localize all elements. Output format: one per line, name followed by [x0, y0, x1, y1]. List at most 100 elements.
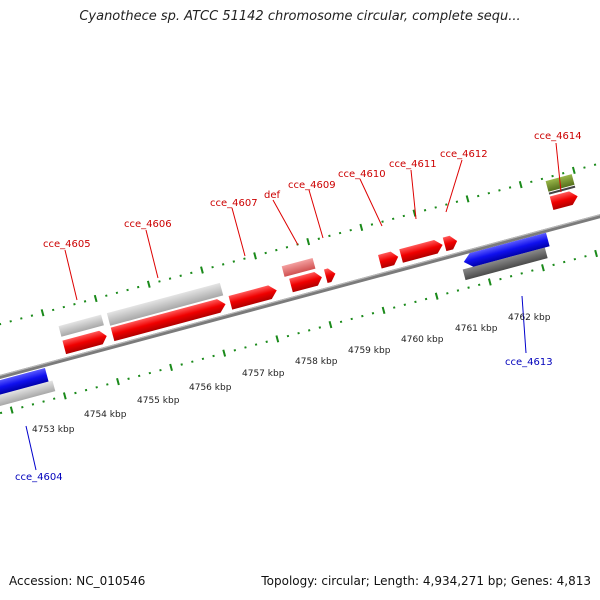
misc-feature[interactable]	[281, 258, 316, 277]
minor-tick	[42, 400, 45, 403]
minor-tick	[285, 246, 289, 249]
gene-label-cce-4613[interactable]: cce_4613	[505, 357, 553, 368]
tick-row-bottom	[0, 249, 598, 415]
minor-tick	[455, 200, 459, 203]
minor-tick	[136, 285, 140, 289]
gene-label-cce-4609[interactable]: cce_4609	[288, 180, 336, 191]
cds-arrow[interactable]	[228, 284, 279, 310]
gene-bar[interactable]	[0, 380, 56, 407]
kbp-label: 4753 kbp	[32, 425, 75, 435]
cds-arrow[interactable]	[323, 267, 337, 283]
cds-arrow[interactable]	[442, 234, 459, 252]
minor-tick	[445, 203, 448, 206]
gene-cce-4611-block[interactable]	[399, 238, 444, 263]
kbp-label: 4759 kbp	[348, 346, 391, 356]
minor-tick	[339, 320, 343, 324]
minor-tick	[275, 248, 278, 252]
minor-tick	[508, 186, 512, 189]
gene-label-cce-4612[interactable]: cce_4612	[440, 149, 488, 160]
minor-tick	[361, 314, 364, 318]
minor-tick	[9, 320, 12, 323]
gene-cce-4606-block[interactable]	[106, 282, 228, 342]
cds-arrow[interactable]	[462, 232, 550, 269]
gene-cce-4610-block[interactable]	[378, 250, 400, 269]
minor-tick	[476, 194, 480, 198]
kbp-label: 4758 kbp	[295, 357, 338, 367]
minor-tick	[221, 263, 225, 266]
minor-tick	[106, 383, 109, 386]
major-tick	[93, 294, 98, 303]
minor-tick	[509, 275, 513, 278]
gene-cce-4609-block[interactable]	[323, 267, 337, 283]
major-tick	[328, 321, 333, 329]
cds-arrow[interactable]	[289, 270, 324, 293]
minor-tick	[551, 174, 554, 178]
minor-tick	[349, 228, 352, 232]
major-tick	[62, 392, 67, 400]
major-tick	[253, 252, 257, 260]
minor-tick	[21, 405, 24, 409]
cds-arrow[interactable]	[549, 190, 580, 211]
major-tick	[116, 377, 120, 386]
minor-tick	[30, 314, 34, 317]
major-tick	[40, 309, 45, 317]
major-tick	[200, 266, 204, 274]
minor-tick	[456, 289, 460, 292]
kbp-label: 4760 kbp	[401, 335, 444, 345]
minor-tick	[265, 340, 268, 343]
cds-arrow[interactable]	[0, 368, 49, 397]
cds-arrow[interactable]	[378, 250, 400, 269]
minor-tick	[381, 220, 384, 223]
gene-label-cce-4604[interactable]: cce_4604	[15, 472, 63, 483]
label-lines-bottom	[25, 295, 527, 471]
minor-tick	[286, 334, 290, 338]
gene-cce-4612-block[interactable]	[442, 234, 459, 252]
minor-tick	[530, 180, 533, 184]
gene-label-cce-4614[interactable]: cce_4614	[534, 131, 582, 142]
minor-tick	[105, 294, 108, 297]
gene-cce-4604-block[interactable]	[0, 367, 56, 407]
minor-tick	[562, 260, 566, 264]
minor-tick	[561, 172, 565, 175]
gene-label-cce-4606[interactable]: cce_4606	[124, 219, 172, 230]
gene-cce-4613-block[interactable]	[459, 232, 552, 281]
minor-tick	[51, 308, 55, 312]
minor-tick	[423, 209, 427, 212]
tick-row-top	[0, 163, 597, 326]
accession-text: Accession: NC_010546	[9, 574, 146, 588]
major-tick	[571, 166, 576, 175]
minor-tick	[31, 403, 35, 406]
minor-tick	[583, 166, 586, 169]
cds-arrow[interactable]	[110, 297, 228, 342]
gene-bar[interactable]	[462, 247, 548, 281]
minor-tick	[391, 217, 395, 221]
gene-cce-4605-block[interactable]	[58, 314, 109, 355]
minor-tick	[584, 255, 587, 258]
gene-cce-4607-block[interactable]	[228, 284, 279, 310]
label-lines-top	[64, 142, 562, 301]
gene-label-cce-4605[interactable]: cce_4605	[43, 239, 91, 250]
minor-tick	[115, 291, 119, 295]
gene-label-cce-4607[interactable]: cce_4607	[210, 198, 258, 209]
gene-label-cce-4611[interactable]: cce_4611	[389, 159, 437, 170]
sequence-info-text: Topology: circular; Length: 4,934,271 bp…	[261, 574, 591, 588]
minor-tick	[232, 260, 236, 263]
minor-tick	[73, 302, 76, 306]
map-title: Cyanothece sp. ATCC 51142 chromosome cir…	[79, 9, 521, 24]
minor-tick	[52, 397, 56, 400]
cds-arrow[interactable]	[62, 329, 108, 355]
minor-tick	[499, 277, 502, 281]
cds-arrow[interactable]	[399, 238, 444, 263]
gene-label-def[interactable]: def	[264, 190, 281, 201]
gene-label-cce-4610[interactable]: cce_4610	[338, 169, 386, 180]
gene-bar[interactable]	[106, 282, 224, 326]
kbp-label: 4756 kbp	[189, 383, 232, 393]
major-tick	[381, 306, 386, 315]
gene-cce-4614-block[interactable]	[545, 174, 580, 211]
gene-bar[interactable]	[58, 314, 104, 337]
gene-def-block[interactable]	[281, 257, 324, 293]
kbp-label: 4757 kbp	[242, 369, 285, 379]
backbone	[0, 209, 600, 385]
major-tick	[541, 264, 545, 272]
